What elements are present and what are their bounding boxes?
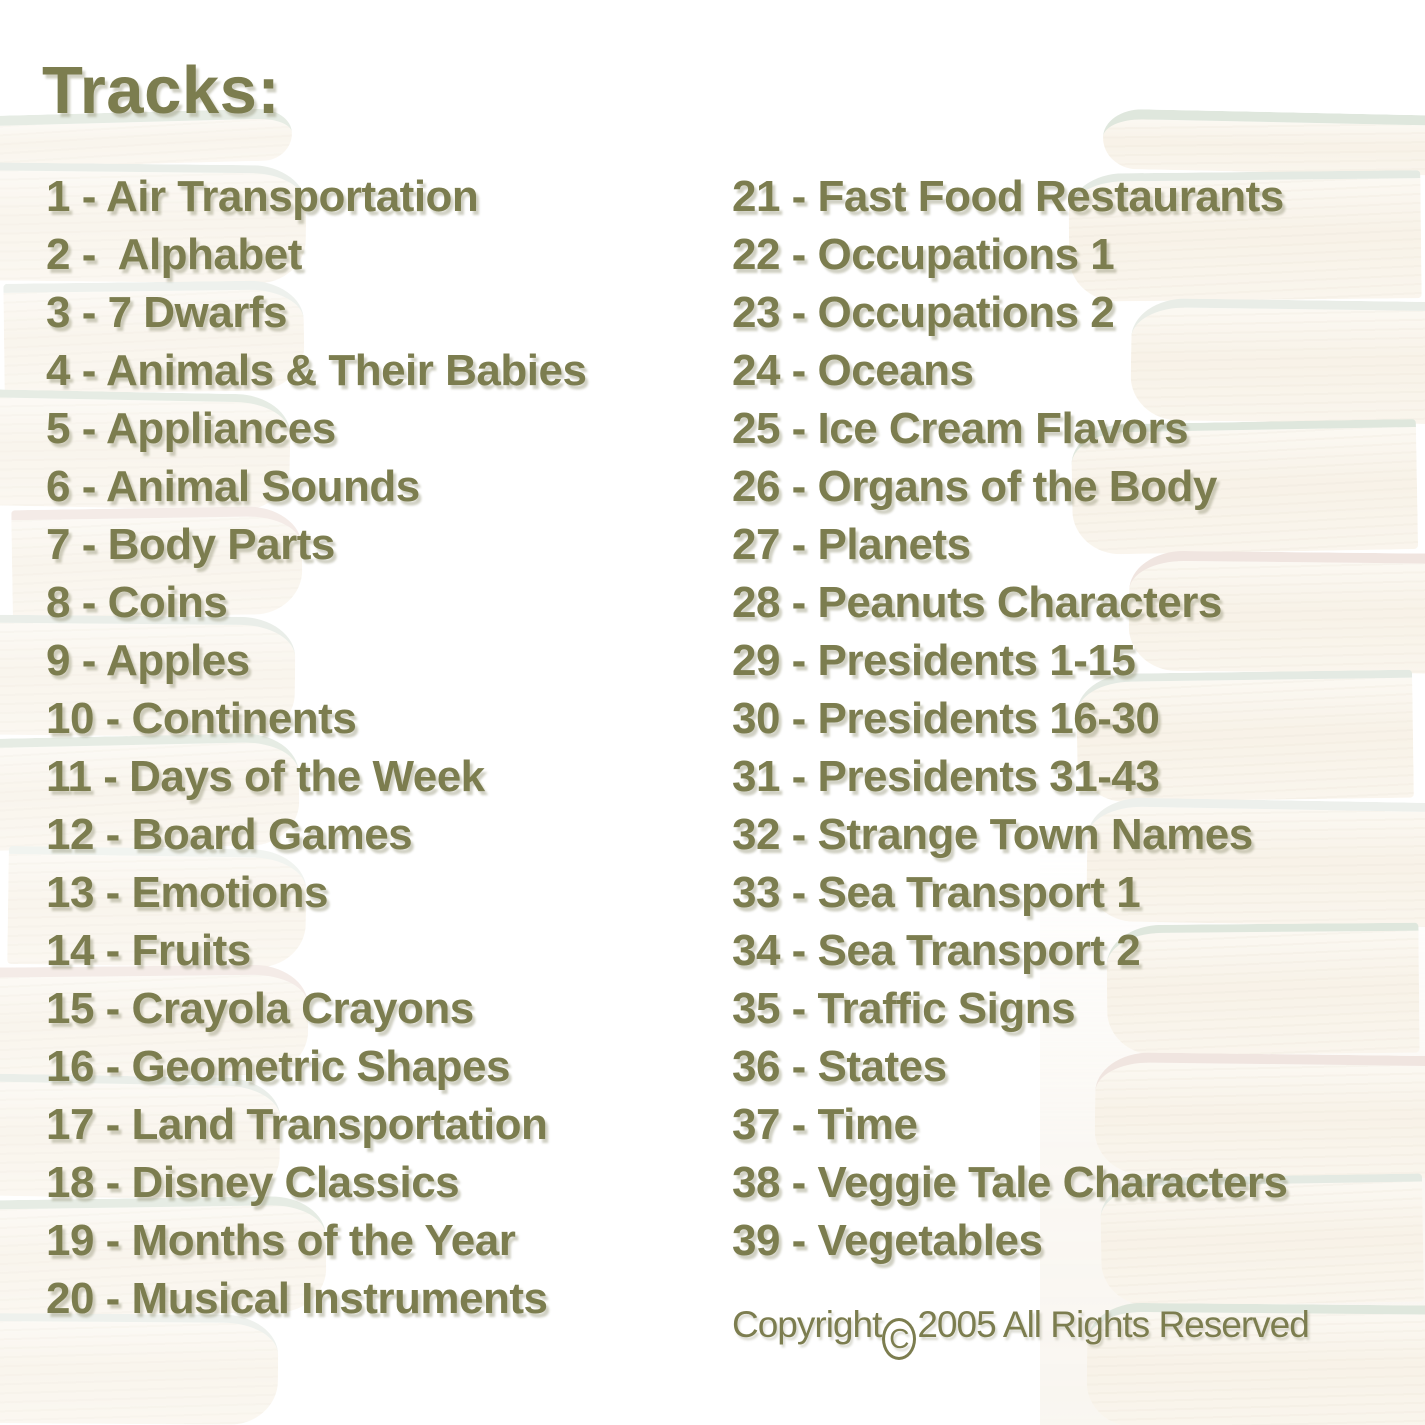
track-item: 20 - Musical Instruments — [46, 1274, 548, 1323]
track-item: 28 - Peanuts Characters — [732, 578, 1222, 627]
track-item: 29 - Presidents 1-15 — [732, 636, 1136, 685]
copyright-c-letter: C — [889, 1323, 910, 1354]
track-item: 4 - Animals & Their Babies — [46, 346, 587, 395]
track-item: 8 - Coins — [46, 578, 228, 627]
track-item: 33 - Sea Transport 1 — [732, 868, 1141, 917]
track-item: 10 - Continents — [46, 694, 357, 743]
book — [1102, 108, 1425, 176]
track-item: 5 - Appliances — [46, 404, 336, 453]
track-item: 13 - Emotions — [46, 868, 329, 917]
track-item: 7 - Body Parts — [46, 520, 335, 569]
track-item: 23 - Occupations 2 — [732, 288, 1115, 337]
copyright-pre-text: Copyright — [732, 1304, 882, 1345]
track-item: 11 - Days of the Week — [46, 752, 485, 801]
copyright-post-text: 2005 All Rights Reserved — [917, 1304, 1309, 1345]
track-item: 16 - Geometric Shapes — [46, 1042, 510, 1091]
track-item: 2 - Alphabet — [46, 230, 302, 279]
page-title: Tracks: — [42, 53, 281, 128]
track-item: 19 - Months of the Year — [46, 1216, 516, 1265]
copyright-c-icon: C — [882, 1318, 917, 1360]
track-item: 34 - Sea Transport 2 — [732, 926, 1141, 975]
track-item: 15 - Crayola Crayons — [46, 984, 474, 1033]
track-item: 17 - Land Transportation — [46, 1100, 548, 1149]
track-list-left: 1 - Air Transportation 2 - Alphabet 3 - … — [46, 168, 587, 1328]
track-item: 27 - Planets — [732, 520, 971, 569]
track-item: 3 - 7 Dwarfs — [46, 288, 287, 337]
track-item: 31 - Presidents 31-43 — [732, 752, 1160, 801]
track-item: 14 - Fruits — [46, 926, 251, 975]
track-item: 6 - Animal Sounds — [46, 462, 420, 511]
track-item: 36 - States — [732, 1042, 947, 1091]
track-item: 22 - Occupations 1 — [732, 230, 1115, 279]
copyright-line: Copyright C 2005 All Rights Reserved — [732, 1302, 1310, 1360]
track-item: 35 - Traffic Signs — [732, 984, 1076, 1033]
track-item: 21 - Fast Food Restaurants — [732, 172, 1284, 221]
track-item: 9 - Apples — [46, 636, 250, 685]
book — [0, 1312, 279, 1425]
track-item: 39 - Vegetables — [732, 1216, 1043, 1265]
track-item: 24 - Oceans — [732, 346, 974, 395]
track-item: 37 - Time — [732, 1100, 918, 1149]
track-item: 26 - Organs of the Body — [732, 462, 1217, 511]
track-item: 38 - Veggie Tale Characters — [732, 1158, 1288, 1207]
track-item: 30 - Presidents 16-30 — [732, 694, 1160, 743]
track-item: 12 - Board Games — [46, 810, 413, 859]
track-item: 25 - Ice Cream Flavors — [732, 404, 1189, 453]
track-item: 1 - Air Transportation — [46, 172, 479, 221]
track-item: 32 - Strange Town Names — [732, 810, 1253, 859]
track-list-right: 21 - Fast Food Restaurants 22 - Occupati… — [732, 168, 1288, 1270]
track-item: 18 - Disney Classics — [46, 1158, 460, 1207]
